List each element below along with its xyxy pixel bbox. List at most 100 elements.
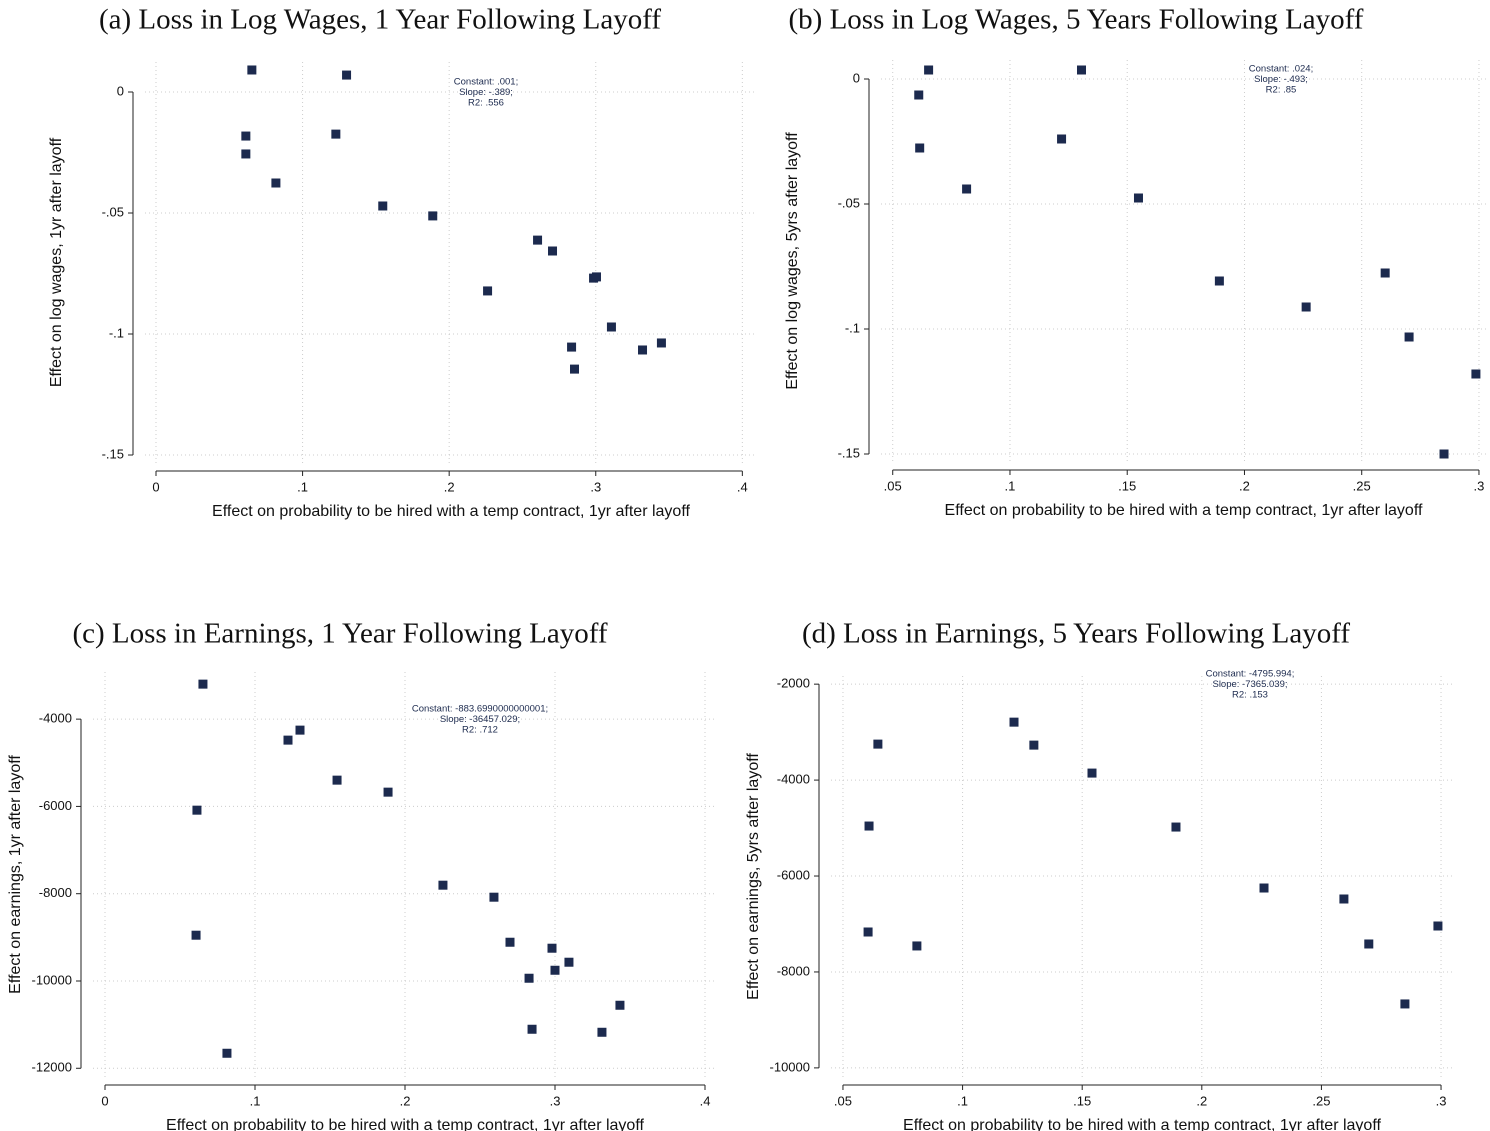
point [483, 286, 493, 296]
point [283, 735, 293, 745]
x-tick-label: .3 [1436, 1093, 1447, 1108]
y-tick-label: -.05 [838, 195, 860, 210]
x-tick-label: .4 [700, 1093, 711, 1108]
point [962, 184, 972, 194]
x-axis-title: Effect on probability to be hired with a… [212, 503, 690, 520]
point [914, 90, 924, 100]
panel-title: (c) Loss in Earnings, 1 Year Following L… [72, 618, 607, 650]
point [527, 1024, 537, 1034]
y-tick-label: -8000 [777, 963, 810, 978]
point [1380, 268, 1390, 278]
x-axis-title: Effect on probability to be hired with a… [166, 1117, 644, 1131]
x-tick-label: .05 [834, 1093, 852, 1108]
y-tick-label: -.1 [845, 320, 860, 335]
point [1087, 768, 1097, 778]
x-tick-label: .05 [884, 478, 902, 493]
x-tick-label: .3 [550, 1093, 561, 1108]
point [191, 930, 201, 940]
panel-title: (d) Loss in Earnings, 5 Years Following … [802, 618, 1350, 650]
point [548, 246, 558, 256]
y-axis-title: Effect on log wages, 1yr after layoff [48, 137, 65, 387]
annotation: Constant: -883.6990000000001; [412, 704, 548, 715]
point [638, 345, 648, 355]
point [342, 70, 352, 80]
annotation: Slope: -.389; [459, 87, 513, 98]
x-tick-label: .25 [1353, 478, 1371, 493]
annotation: R2: .85 [1266, 85, 1297, 96]
x-tick-label: .3 [590, 479, 601, 494]
point [915, 143, 925, 153]
panel-title: (b) Loss in Log Wages, 5 Years Following… [789, 4, 1364, 36]
annotation: Slope: -7365.039; [1212, 679, 1287, 690]
point [1259, 883, 1269, 893]
y-tick-label: -10000 [32, 972, 72, 987]
y-tick-label: -12000 [32, 1060, 72, 1075]
y-tick-label: -2000 [777, 676, 810, 691]
point [1301, 302, 1311, 312]
x-axis-title: Effect on probability to be hired with a… [903, 1117, 1381, 1131]
y-axis-title: Effect on earnings, 5yrs after layoff [745, 753, 762, 1000]
x-axis-title: Effect on probability to be hired with a… [945, 502, 1423, 519]
point [656, 338, 666, 348]
point [383, 787, 393, 797]
point [1404, 332, 1414, 342]
point [428, 211, 438, 221]
y-axis-title: Effect on log wages, 5yrs after layoff [784, 132, 801, 390]
x-tick-label: .1 [297, 479, 308, 494]
y-tick-label: -.15 [102, 446, 124, 461]
point [378, 201, 388, 211]
point [1171, 822, 1181, 832]
y-tick-label: -4000 [777, 772, 810, 787]
point [1433, 921, 1443, 931]
y-tick-label: -6000 [777, 867, 810, 882]
point [198, 679, 208, 689]
point [241, 149, 251, 159]
point [222, 1048, 232, 1058]
point [1214, 276, 1224, 286]
point [533, 235, 543, 245]
y-tick-label: -.15 [838, 445, 860, 460]
x-tick-label: .2 [444, 479, 455, 494]
point [567, 342, 577, 352]
y-tick-label: -8000 [39, 885, 72, 900]
x-tick-label: .2 [1239, 478, 1250, 493]
point [864, 821, 874, 831]
point [247, 65, 257, 75]
point [1364, 939, 1374, 949]
point [1057, 134, 1067, 144]
point [332, 775, 342, 785]
point [192, 805, 202, 815]
point [569, 364, 579, 374]
point [1471, 369, 1481, 379]
annotation: Slope: -36457.029; [440, 714, 520, 725]
y-tick-label: -.05 [102, 204, 124, 219]
x-tick-label: .1 [957, 1093, 968, 1108]
annotation: Slope: -.493; [1254, 74, 1308, 85]
y-tick-label: -4000 [39, 711, 72, 726]
panel-title: (a) Loss in Log Wages, 1 Year Following … [99, 4, 661, 36]
point [564, 957, 574, 967]
point [438, 880, 448, 890]
point [606, 322, 616, 332]
point [271, 178, 281, 188]
point [524, 973, 534, 983]
y-tick-label: 0 [117, 83, 124, 98]
point [1076, 65, 1086, 75]
point [912, 941, 922, 951]
point [615, 1000, 625, 1010]
point [550, 965, 560, 975]
y-tick-label: -6000 [39, 798, 72, 813]
y-tick-label: -.1 [109, 325, 124, 340]
x-tick-label: .25 [1312, 1093, 1330, 1108]
point [295, 725, 305, 735]
x-tick-label: .1 [1005, 478, 1016, 493]
annotation: Constant: .001; [454, 77, 518, 88]
point [589, 273, 599, 283]
x-tick-label: .15 [1073, 1093, 1091, 1108]
point [863, 927, 873, 937]
point [873, 739, 883, 749]
annotation: Constant: .024; [1249, 64, 1313, 75]
x-tick-label: .1 [250, 1093, 261, 1108]
annotation: R2: .556 [468, 98, 504, 109]
